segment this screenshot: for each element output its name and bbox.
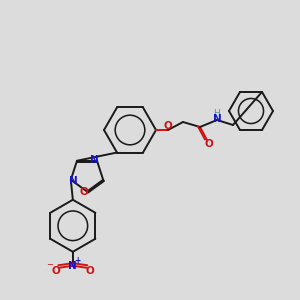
Text: H: H xyxy=(214,109,220,118)
Text: O: O xyxy=(80,187,88,196)
Text: +: + xyxy=(75,256,81,265)
Text: O: O xyxy=(85,266,94,276)
Text: N: N xyxy=(68,261,77,271)
Text: N: N xyxy=(213,114,221,124)
Text: O: O xyxy=(205,139,213,149)
Text: O: O xyxy=(52,266,60,276)
Text: −: − xyxy=(46,260,53,269)
Text: N: N xyxy=(70,176,78,186)
Text: O: O xyxy=(164,121,172,131)
Text: N: N xyxy=(90,155,98,165)
